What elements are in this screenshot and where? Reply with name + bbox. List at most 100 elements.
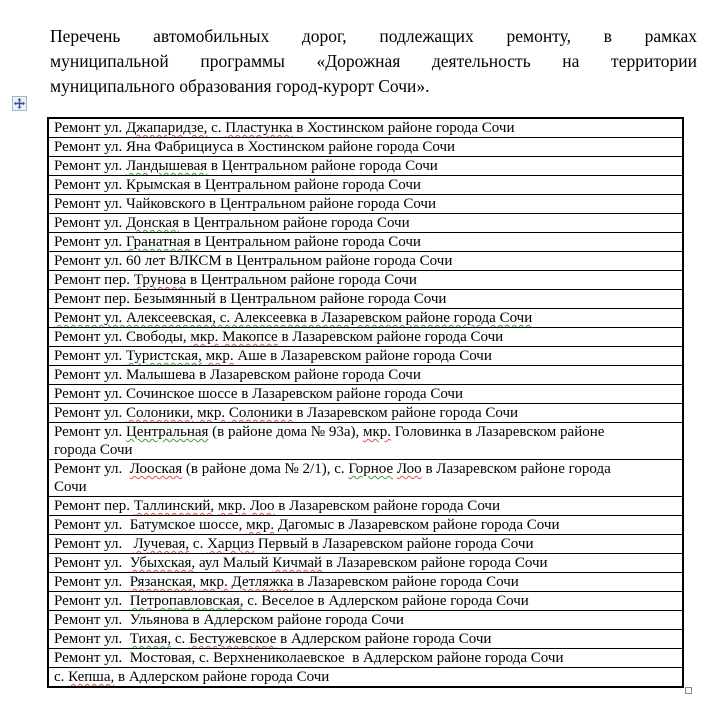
text-segment: Ремонт ул. Малышева в Лазаревском районе… [54,367,421,383]
grammar-error-text: Донская [125,215,179,231]
grammar-error-text: Ремонт ул. Алексеевская, с. Алексеевка в… [54,310,533,326]
text-segment: в Центральном районе города Сочи [190,234,421,250]
spelling-error-text: мкр. [362,424,392,440]
four-way-arrow-icon [14,98,25,109]
grammar-error-text: Петропавловская, [129,593,244,609]
spelling-error-text: Солоники, [125,405,194,421]
text-segment: Ремонт ул. [54,631,130,647]
road-cell[interactable]: Ремонт ул. Петропавловская, с. Веселое в… [47,591,684,611]
spelling-error-text: Бестужевское [189,631,277,647]
table-row: с. Кепша, в Адлерском районе города Сочи [47,667,684,688]
text-segment: Ремонт ул. Яна Фабрициуса в Хостинском р… [54,139,456,155]
table-row: Ремонт пер. Таллинский, мкр. Лоо в Лазар… [47,496,684,516]
table-row: Ремонт ул. Рязанская, мкр. Детляжка в Ла… [47,572,684,592]
road-cell[interactable]: Ремонт ул. Крымская в Центральном районе… [47,175,684,195]
spelling-error-text: Харциз [207,536,255,552]
spelling-error-text: Таллинский, [133,498,215,514]
spelling-error-text: Кепша, [68,669,115,685]
text-segment: с. Веселое в Адлерском районе города Соч… [243,593,529,609]
spelling-error-text: Пластунка [225,120,293,136]
table-row: Ремонт ул. Донская в Центральном районе … [47,213,684,233]
text-segment: Ремонт ул. [54,405,126,421]
spelling-error-text: мкр. [205,348,234,364]
table-resize-handle[interactable] [685,687,692,694]
text-segment: в Адлерском районе города Сочи [276,631,492,647]
text-segment: Дагомыс в Лазаревском районе города Сочи [274,517,560,533]
text-segment: в Лазаревском районе города Сочи [274,498,500,514]
road-cell[interactable]: Ремонт ул. Лооская (в районе дома № 2/1)… [47,459,684,497]
table-row: Ремонт ул. Ульянова в Адлерском районе г… [47,610,684,630]
road-cell[interactable]: Ремонт ул. Малышева в Лазаревском районе… [47,365,684,385]
road-cell[interactable]: Ремонт ул. Мостовая, с. Верхнениколаевск… [47,648,684,668]
road-cell[interactable]: Ремонт ул. Центральная (в районе дома № … [47,422,684,460]
text-segment: с. [171,631,190,647]
table-row: Ремонт ул. Гранатная в Центральном район… [47,232,684,252]
spelling-error-text: Джапаридзе, [125,120,208,136]
road-cell[interactable]: Ремонт ул. Рязанская, мкр. Детляжка в Ла… [47,572,684,592]
spelling-error-text: Лоо [396,461,422,477]
road-cell[interactable]: Ремонт пер. Безымянный в Центральном рай… [47,289,684,309]
spelling-error-text: Детляжка [231,574,294,590]
text-segment: Ремонт ул. [54,348,126,364]
text-segment: Ремонт ул. Свободы, [54,329,191,345]
table-row: Ремонт ул. Центральная (в районе дома № … [47,422,684,460]
table-row: Ремонт ул. Туристская, мкр. Аше в Лазаре… [47,346,684,366]
road-cell[interactable]: Ремонт ул. Чайковского в Центральном рай… [47,194,684,214]
table-row: Ремонт ул. Крымская в Центральном районе… [47,175,684,195]
road-cell[interactable]: Ремонт ул. Убыхская, аул Малый Кичмай в … [47,553,684,573]
table-row: Ремонт ул. Мостовая, с. Верхнениколаевск… [47,648,684,668]
road-cell[interactable]: Ремонт ул. Алексеевская, с. Алексеевка в… [47,308,684,328]
text-segment: Ремонт ул. Мостовая, с. Верхнениколаевск… [54,650,564,666]
road-cell[interactable]: Ремонт ул. Свободы, мкр. Макопсе в Лазар… [47,327,684,347]
grammar-error-text: Туристская, [125,348,202,364]
road-cell[interactable]: Ремонт ул. Гранатная в Центральном район… [47,232,684,252]
text-segment: Ремонт ул. Батумское шоссе, [54,517,247,533]
title-line: Перечень автомобильных дорог, подлежащих… [50,26,697,46]
road-cell[interactable]: Ремонт ул. Донская в Центральном районе … [47,213,684,233]
title-line: муниципального образования город-курорт … [50,76,430,96]
spelling-error-text: мкр. [246,517,275,533]
road-cell[interactable]: Ремонт ул. Яна Фабрициуса в Хостинском р… [47,137,684,157]
road-cell[interactable]: Ремонт ул. Ландышевая в Центральном райо… [47,156,684,176]
road-cell[interactable]: Ремонт пер. Таллинский, мкр. Лоо в Лазар… [47,496,684,516]
spelling-error-text: мкр. [199,574,228,590]
road-cell[interactable]: Ремонт ул. Тихая, с. Бестужевское в Адле… [47,629,684,649]
table-row: Ремонт ул. Петропавловская, с. Веселое в… [47,591,684,611]
text-segment: Ремонт ул. Сочинское шоссе в Лазаревском… [54,386,464,402]
table-move-handle[interactable] [12,96,27,111]
road-cell[interactable]: Ремонт ул. Солоники, мкр. Солоники в Лаз… [47,403,684,423]
text-segment: Ремонт ул. [54,536,134,552]
road-cell[interactable]: Ремонт ул. Сочинское шоссе в Лазаревском… [47,384,684,404]
text-segment: Ремонт ул. [54,555,130,571]
text-segment: в Лазаревском районе города Сочи [293,574,519,590]
road-cell[interactable]: Ремонт ул. Джапаридзе, с. Пластунка в Хо… [47,117,684,138]
road-cell[interactable]: с. Кепша, в Адлерском районе города Сочи [47,667,684,688]
road-cell[interactable]: Ремонт ул. Лучевая, с. Харциз Первый в Л… [47,534,684,554]
grammar-error-text: Тихая, [129,631,172,647]
road-cell[interactable]: Ремонт пер. Трунова в Центральном районе… [47,270,684,290]
spelling-error-text: Рязанская, [129,574,197,590]
table-row: Ремонт ул. Алексеевская, с. Алексеевка в… [47,308,684,328]
spelling-error-text: Лооская [129,461,183,477]
text-segment: Ремонт ул. Крымская в Центральном районе… [54,177,421,193]
text-segment: в Хостинском районе города Сочи [292,120,515,136]
text-segment: Аше в Лазаревском районе города Сочи [233,348,492,364]
text-segment: Головинка в Лазаревском районе города Со… [54,424,605,458]
road-cell[interactable]: Ремонт ул. 60 лет ВЛКСМ в Центральном ра… [47,251,684,271]
text-segment: Ремонт ул. [54,593,130,609]
grammar-error-text: Горное [348,461,394,477]
spelling-error-text: Трунова [133,272,187,288]
table-row: Ремонт ул. Чайковского в Центральном рай… [47,194,684,214]
spelling-error-text: Лучевая, [133,536,190,552]
text-segment: Ремонт ул. [54,234,126,250]
text-segment: в Лазаревском районе города Сочи [277,329,504,345]
text-segment: с. [54,669,69,685]
table-row: Ремонт пер. Безымянный в Центральном рай… [47,289,684,309]
road-cell[interactable]: Ремонт ул. Ульянова в Адлерском районе г… [47,610,684,630]
spelling-error-text: мкр. [197,405,226,421]
road-cell[interactable]: Ремонт ул. Туристская, мкр. Аше в Лазаре… [47,346,684,366]
table-row: Ремонт ул. Сочинское шоссе в Лазаревском… [47,384,684,404]
text-segment: Ремонт ул. [54,120,126,136]
text-segment: Ремонт ул. Ульянова в Адлерском районе г… [54,612,404,628]
road-cell[interactable]: Ремонт ул. Батумское шоссе, мкр. Дагомыс… [47,515,684,535]
